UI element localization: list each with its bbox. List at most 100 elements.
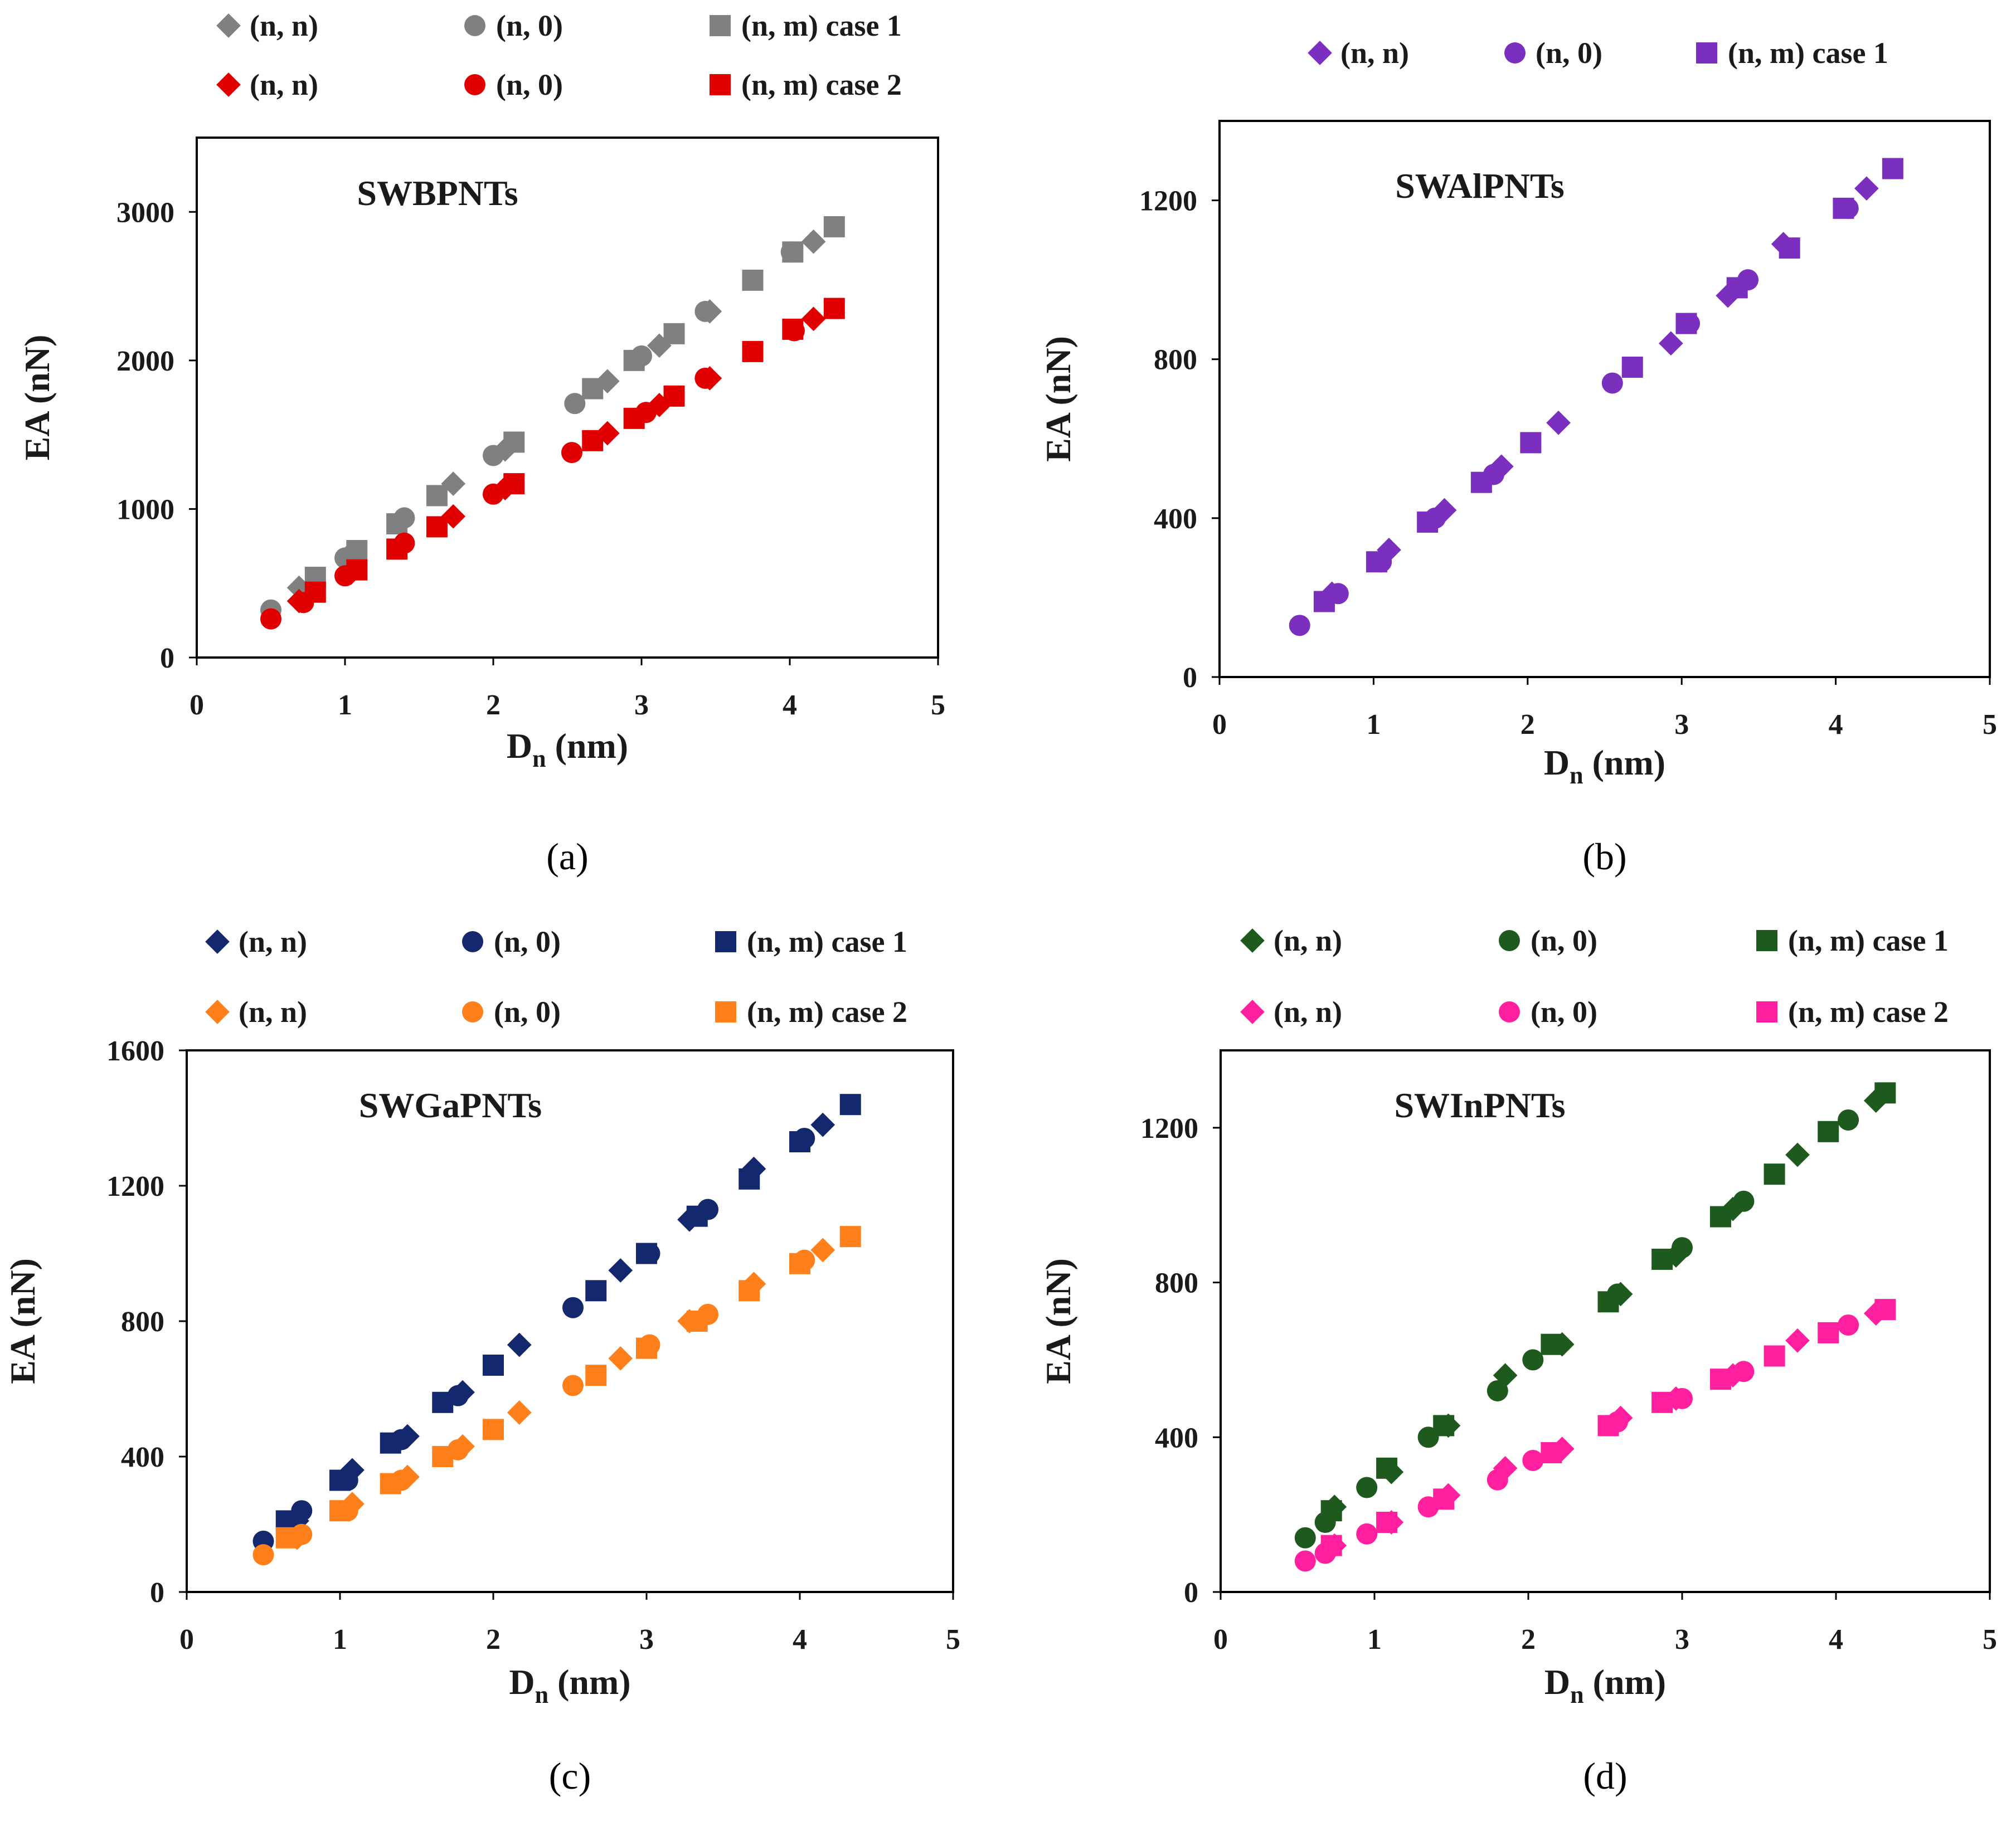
legend-marker — [1240, 928, 1265, 953]
x-tick-label: 3 — [1674, 709, 1689, 741]
data-point — [1785, 1142, 1810, 1167]
data-point — [1376, 1512, 1398, 1533]
data-point — [823, 298, 845, 319]
y-tick-label: 800 — [1155, 1268, 1198, 1299]
series-2 — [260, 241, 802, 621]
panel-label: (c) — [549, 1755, 591, 1797]
y-tick-label: 0 — [1183, 662, 1197, 694]
data-point — [1320, 1535, 1342, 1556]
data-point — [1874, 1299, 1896, 1321]
chart-title: SWInPNTs — [1394, 1085, 1565, 1125]
legend-label: (n, n) — [1274, 924, 1342, 957]
data-point — [1659, 331, 1683, 356]
data-point — [564, 393, 586, 415]
legend: (n, n) (n, 0) (n, m) case 1 (n, n) (n, 0) (n,… — [205, 925, 907, 1029]
data-point — [694, 367, 716, 389]
x-tick-label: 4 — [793, 1624, 807, 1656]
x-tick-label: 2 — [1521, 1624, 1536, 1656]
legend-marker — [462, 1001, 483, 1023]
data-point — [1838, 1109, 1859, 1131]
data-point — [782, 318, 804, 340]
x-tick-label: 2 — [486, 1624, 501, 1656]
data-point — [739, 1280, 760, 1302]
data-point — [432, 1446, 454, 1467]
legend-marker — [205, 929, 230, 954]
x-tick-label: 0 — [1213, 1624, 1228, 1656]
data-point — [503, 473, 525, 495]
legend: (n, n) (n, 0) (n, m) case 1 (n, n) (n, 0) (n,… — [216, 9, 902, 101]
plot-frame — [1220, 1049, 1991, 1593]
series-6 — [304, 298, 845, 603]
data-point — [663, 323, 685, 344]
data-point — [585, 1365, 607, 1386]
y-tick-label: 400 — [121, 1442, 164, 1473]
series-5 — [260, 320, 805, 630]
legend: (n, n) (n, 0) (n, m) case 1 (n, n) (n, 0) (n,… — [1240, 924, 1949, 1029]
data-point — [503, 431, 525, 453]
data-point — [426, 485, 448, 507]
legend-label: (n, m) case 1 — [747, 925, 907, 958]
chart-panel-1: 0 1 2 3 4 5 0 1000 2000 3000 SWBPNTs Dn (nm) EA (nN)… — [17, 9, 945, 878]
x-tick-label: 0 — [179, 1624, 194, 1656]
data-point — [1726, 277, 1748, 299]
data-point — [782, 241, 804, 263]
legend-marker — [216, 72, 241, 97]
data-point — [1818, 1322, 1839, 1343]
y-tick-label: 1600 — [106, 1035, 164, 1067]
legend-label: (n, m) case 1 — [1728, 36, 1888, 70]
legend-label: (n, n) — [239, 925, 307, 958]
data-point — [304, 581, 326, 603]
legend-label: (n, 0) — [1536, 36, 1602, 70]
legend-marker — [1308, 41, 1332, 65]
chart-panel-4: 0 1 2 3 4 5 0 400 800 1200 SWInPNTs Dn (nm) EA (nN) (… — [1038, 924, 1997, 1797]
data-point — [1651, 1391, 1673, 1413]
data-point — [1470, 471, 1492, 493]
data-point — [1541, 1333, 1562, 1355]
data-point — [582, 378, 604, 400]
data-point — [1833, 197, 1854, 219]
legend-marker — [1696, 42, 1717, 64]
data-point — [694, 300, 716, 322]
chart-panel-3: 0 1 2 3 4 5 0 400 800 1200 1600 SWGaPNTs Dn (nm) EA (… — [3, 925, 960, 1797]
data-point — [1818, 1121, 1839, 1142]
data-point — [1621, 356, 1643, 378]
y-tick-label: 1200 — [106, 1171, 164, 1202]
data-point — [1433, 1415, 1455, 1437]
data-point — [1764, 1345, 1785, 1367]
data-point — [561, 442, 582, 464]
data-point — [585, 1280, 607, 1302]
data-point — [623, 407, 645, 429]
data-point — [386, 538, 408, 560]
chart-title: SWAlPNTs — [1395, 166, 1565, 206]
panel-label: (a) — [546, 835, 588, 878]
legend-label: (n, 0) — [1531, 924, 1597, 957]
chart-title: SWGaPNTs — [359, 1085, 542, 1125]
data-point — [839, 1226, 861, 1248]
data-point — [1785, 1328, 1810, 1353]
chart-panel-2: 0 1 2 3 4 5 0 400 800 1200 SWAlPNTs Dn (nm) EA (nN) (… — [1038, 36, 1997, 878]
y-tick-label: 400 — [1154, 503, 1197, 535]
series-2 — [1294, 1109, 1859, 1549]
data-point — [346, 559, 368, 581]
x-tick-label: 2 — [1520, 709, 1535, 741]
data-point — [286, 575, 312, 600]
data-point — [582, 430, 604, 451]
series-3 — [1313, 158, 1903, 612]
data-point — [1356, 1523, 1378, 1545]
x-axis-label: Dn (nm) — [507, 726, 628, 772]
data-point — [663, 385, 685, 407]
data-point — [1366, 551, 1387, 573]
legend-marker — [205, 1000, 230, 1024]
y-tick-label: 800 — [1154, 344, 1197, 376]
y-axis-label: EA (nN) — [1038, 1258, 1078, 1384]
data-point — [1597, 1415, 1619, 1437]
plot-frame — [196, 137, 939, 659]
data-point — [386, 513, 408, 535]
y-tick-label: 1000 — [116, 494, 174, 525]
x-tick-label: 0 — [190, 689, 204, 721]
data-point — [1313, 591, 1335, 612]
legend-label: (n, n) — [1274, 995, 1342, 1029]
legend-marker — [1499, 1001, 1520, 1023]
x-tick-label: 4 — [1829, 709, 1843, 741]
